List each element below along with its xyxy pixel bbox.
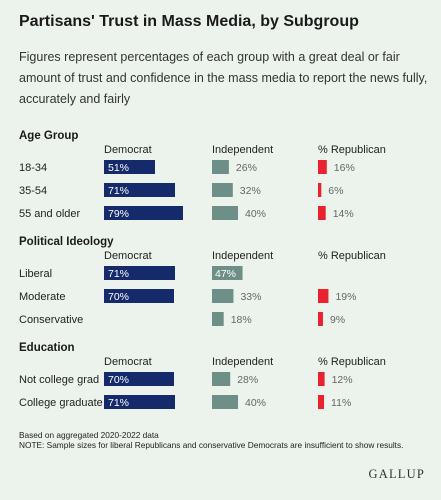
bar-republican-moderate — [318, 289, 329, 303]
bar-republican-18-34 — [318, 160, 327, 174]
column-header-democrat: Democrat — [104, 356, 152, 368]
bar-independent-liberal — [212, 266, 243, 280]
column-header-independent: Independent — [212, 250, 273, 262]
bar-independent-moderate — [212, 289, 234, 303]
value-label-republican-college-graduate: 11% — [331, 397, 351, 409]
footnote-source: Based on aggregated 2020-2022 data — [19, 430, 159, 440]
column-header-republican: % Republican — [318, 250, 386, 262]
subtitle: Figures represent percentages of each gr… — [19, 50, 428, 106]
value-label-democrat-moderate: 70% — [108, 291, 129, 303]
row-label-18-34: 18-34 — [19, 162, 47, 174]
row-label-liberal: Liberal — [19, 268, 52, 280]
bar-democrat-liberal — [104, 266, 175, 280]
bar-democrat-18-34 — [104, 160, 155, 174]
footnote-note: NOTE: Sample sizes for liberal Republica… — [19, 439, 404, 450]
row-label-55-and-older: 55 and older — [19, 208, 80, 220]
value-label-independent-35-54: 32% — [240, 185, 261, 197]
bar-democrat-35-54 — [104, 183, 175, 197]
value-label-independent-55-and-older: 40% — [245, 208, 266, 220]
bar-republican-conservative — [318, 312, 323, 326]
column-header-independent: Independent — [212, 356, 273, 368]
bar-republican-not-college-grad — [318, 372, 325, 386]
row-label-conservative: Conservative — [19, 314, 83, 326]
group-title-age-group: Age Group — [19, 130, 78, 142]
bar-democrat-college-graduate — [104, 395, 175, 409]
row-label-moderate: Moderate — [19, 291, 65, 303]
bar-democrat-55-and-older — [104, 206, 183, 220]
column-header-independent: Independent — [212, 144, 273, 156]
bar-independent-not-college-grad — [212, 372, 231, 386]
value-label-democrat-18-34: 51% — [108, 162, 129, 174]
value-label-republican-moderate: 19% — [335, 291, 356, 303]
row-label-college-graduate: College graduate — [19, 397, 103, 409]
column-header-democrat: Democrat — [104, 250, 152, 262]
value-label-republican-55-and-older: 14% — [333, 208, 354, 220]
footnote: Based on aggregated 2020-2022 data NOTE:… — [19, 430, 424, 450]
value-label-independent-not-college-grad: 28% — [237, 374, 258, 386]
bar-republican-55-and-older — [318, 206, 326, 220]
bar-independent-college-graduate — [212, 395, 238, 409]
group-title-education: Education — [19, 342, 75, 354]
value-label-independent-conservative: 18% — [231, 314, 252, 326]
gallup-logo: GALLUP — [368, 467, 425, 481]
bar-republican-college-graduate — [318, 395, 325, 409]
value-label-independent-moderate: 33% — [240, 291, 261, 303]
value-label-democrat-not-college-grad: 70% — [108, 374, 129, 386]
value-label-republican-conservative: 9% — [330, 314, 345, 326]
bar-independent-18-34 — [212, 160, 229, 174]
value-label-democrat-liberal: 71% — [108, 268, 129, 280]
column-header-republican: % Republican — [318, 356, 386, 368]
row-label-35-54: 35-54 — [19, 185, 47, 197]
group-title-political-ideology: Political Ideology — [19, 236, 114, 248]
value-label-independent-18-34: 26% — [236, 162, 257, 174]
value-label-democrat-55-and-older: 79% — [108, 208, 129, 220]
value-label-independent-liberal: 47% — [215, 268, 236, 280]
page-title: Partisans' Trust in Mass Media, by Subgr… — [19, 13, 359, 30]
column-header-republican: % Republican — [318, 144, 386, 156]
value-label-independent-college-graduate: 40% — [245, 397, 266, 409]
value-label-democrat-college-graduate: 71% — [108, 397, 129, 409]
value-label-republican-18-34: 16% — [334, 162, 355, 174]
column-header-democrat: Democrat — [104, 144, 152, 156]
value-label-republican-not-college-grad: 12% — [332, 374, 353, 386]
value-label-republican-35-54: 6% — [328, 185, 343, 197]
bar-independent-35-54 — [212, 183, 233, 197]
row-label-not-college-grad: Not college grad — [19, 374, 99, 386]
bar-independent-conservative — [212, 312, 224, 326]
value-label-democrat-35-54: 71% — [108, 185, 129, 197]
bar-republican-35-54 — [318, 183, 322, 197]
bar-democrat-not-college-grad — [104, 372, 174, 386]
bar-independent-55-and-older — [212, 206, 238, 220]
bar-democrat-moderate — [104, 289, 174, 303]
